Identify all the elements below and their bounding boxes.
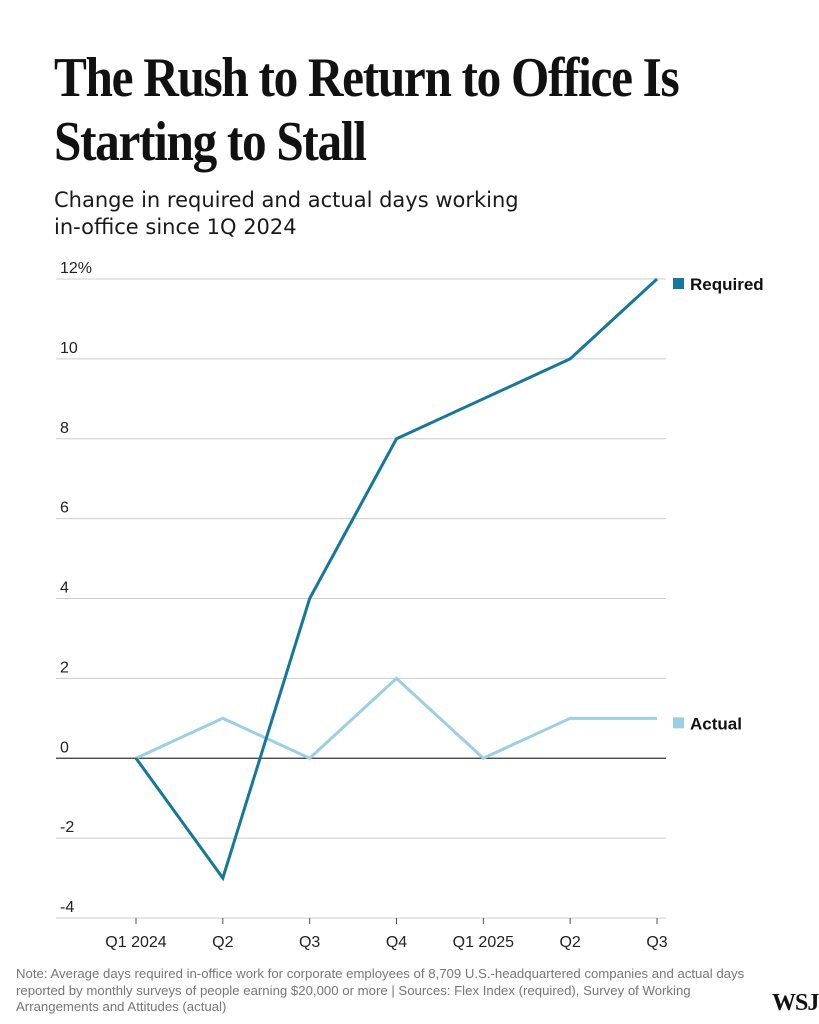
wsj-logo: WSJ: [772, 990, 819, 1016]
y-tick-label: 2: [60, 659, 69, 676]
x-tick-label: Q2: [559, 934, 580, 951]
source-note: Note: Average days required in-office wo…: [16, 966, 745, 1014]
x-tick-label: Q4: [386, 934, 407, 951]
x-axis: Q1 2024 Q2 Q3 Q4 Q1 2025 Q2 Q3: [105, 918, 668, 951]
x-tick-label: Q3: [646, 934, 667, 951]
y-tick-label: 10: [60, 340, 78, 357]
y-tick-label: 4: [60, 580, 69, 597]
y-tick-label: 0: [60, 739, 69, 756]
series-line-actual: [135, 676, 657, 761]
legend-swatch-required: [673, 278, 684, 289]
x-tick-label: Q2: [212, 934, 233, 951]
chart-title: The Rush to Return to Office Is Starting…: [54, 47, 680, 173]
legend-label-actual: Actual: [690, 714, 742, 733]
y-tick-label: -2: [60, 819, 74, 836]
y-tick-label: -4: [60, 899, 74, 916]
series-lines: [134, 277, 659, 882]
chart-subtitle: Change in required and actual days worki…: [54, 188, 519, 239]
x-tick-label: Q1 2024: [105, 934, 166, 951]
y-tick-label: 6: [60, 500, 69, 517]
y-tick-label: 12%: [60, 260, 92, 277]
y-tick-label: 8: [60, 420, 69, 437]
legend-swatch-actual: [673, 717, 684, 729]
legend: Required Actual: [673, 275, 764, 733]
legend-label-required: Required: [690, 275, 764, 294]
series-line-required: [134, 277, 659, 882]
x-tick-label: Q1 2025: [453, 934, 514, 951]
gridlines: -4 -2 0 2 4 6 8 10 12%: [56, 260, 666, 919]
x-tick-label: Q3: [299, 934, 320, 951]
